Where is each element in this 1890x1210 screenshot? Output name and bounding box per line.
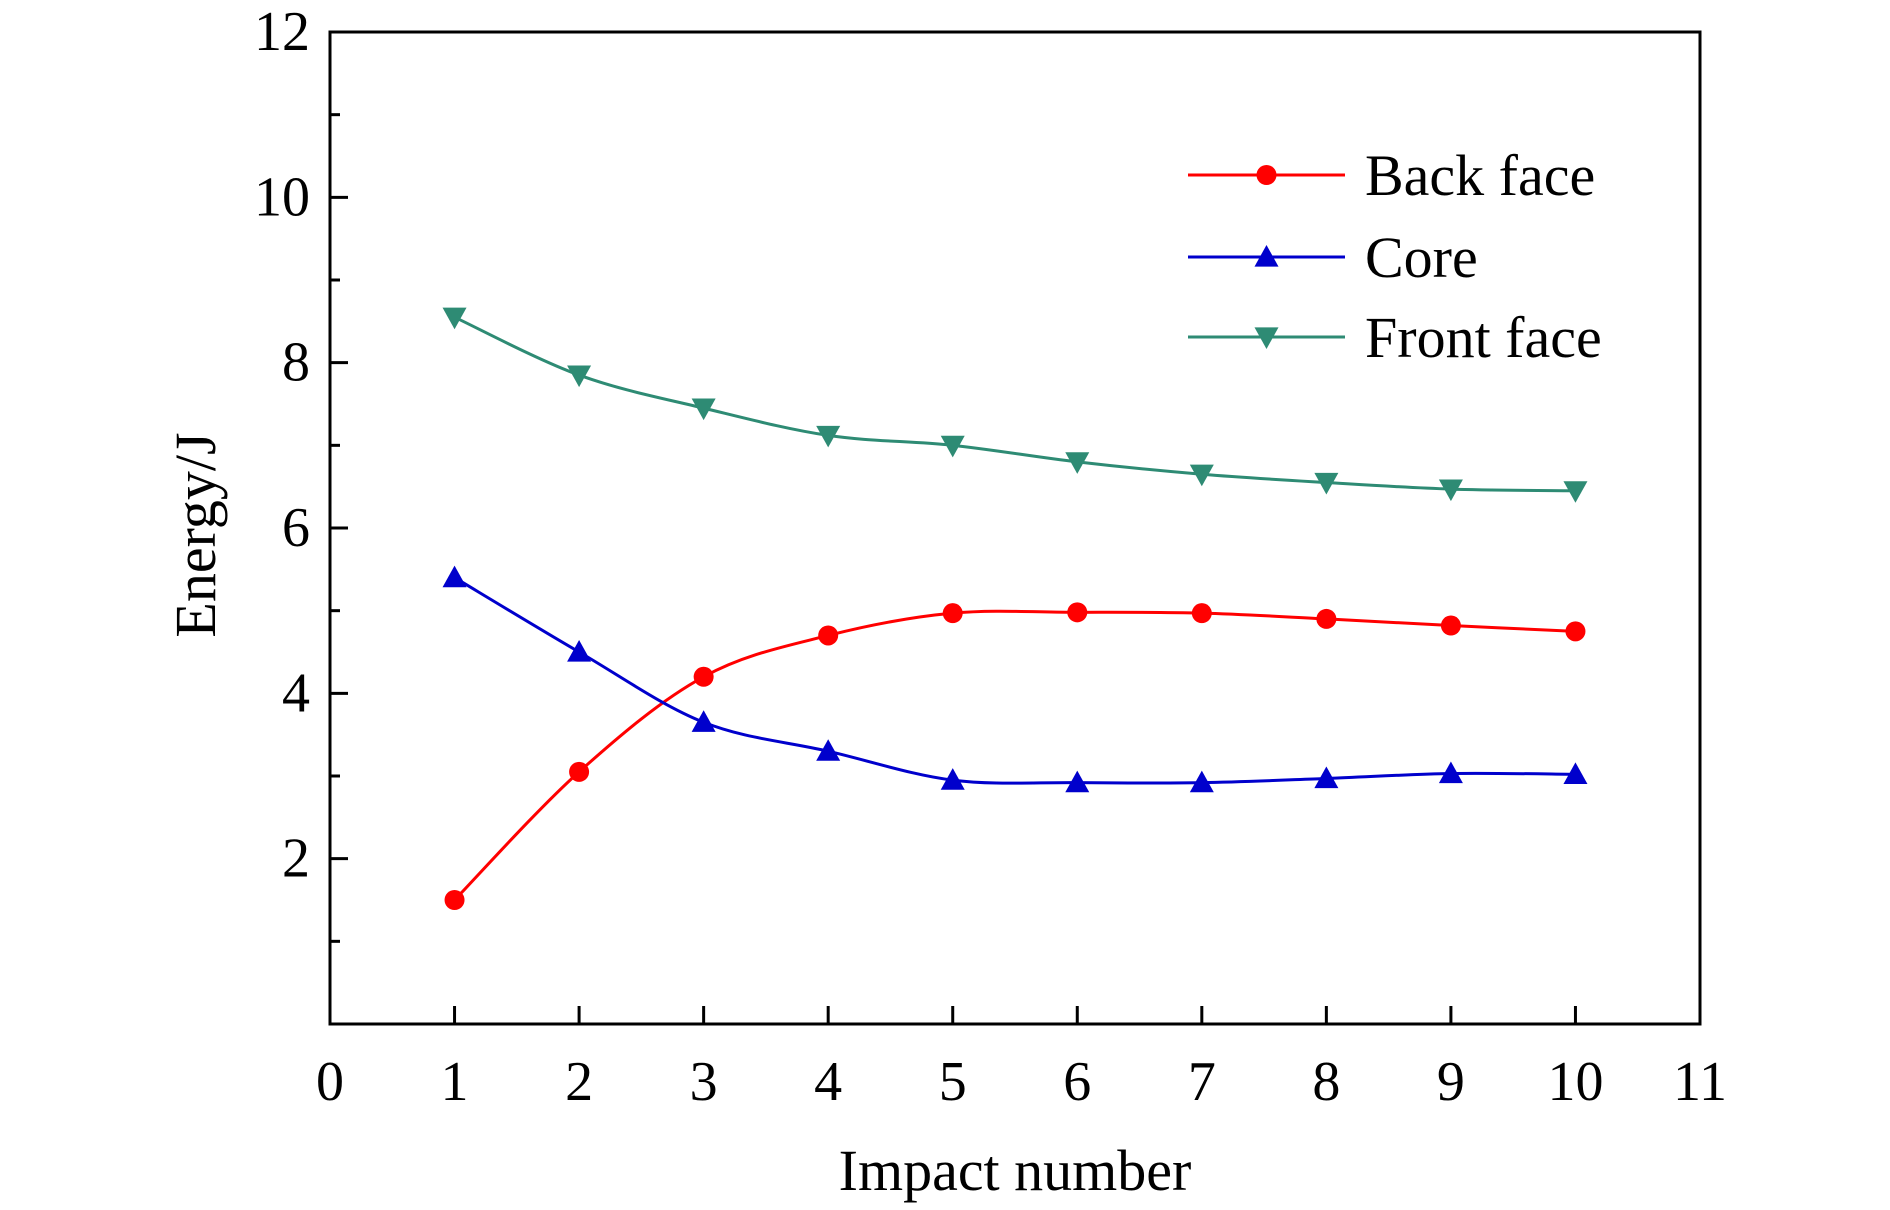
series-back-face (444, 602, 1586, 910)
data-point (1189, 464, 1214, 487)
data-point (1314, 766, 1339, 789)
series-line (453, 315, 1576, 493)
data-point (1563, 762, 1588, 784)
y-axis-ticks: 2 4 6 8 10 12 (254, 1, 348, 943)
x-tick-label: 7 (1188, 1051, 1216, 1113)
data-point (567, 365, 592, 388)
data-point (567, 640, 592, 662)
data-point (816, 425, 841, 448)
data-point (1065, 452, 1090, 474)
data-point (942, 603, 963, 624)
data-point (816, 739, 841, 761)
data-point (1438, 761, 1463, 784)
data-point (693, 666, 714, 687)
data-point (691, 710, 716, 732)
series-line (453, 576, 1576, 785)
legend-item: Back face (1188, 143, 1595, 208)
data-point (1440, 615, 1461, 636)
y-tick-label: 4 (282, 662, 310, 724)
x-tick-label: 10 (1547, 1051, 1603, 1113)
data-point (1565, 621, 1586, 642)
x-axis-ticks: 0 1 2 3 4 5 6 7 8 9 10 11 (316, 1006, 1727, 1113)
legend-label: Front face (1365, 305, 1602, 370)
legend-label: Core (1365, 225, 1478, 290)
data-point (442, 307, 467, 330)
data-point (940, 435, 965, 458)
series-core (442, 565, 1588, 793)
x-tick-label: 5 (939, 1051, 967, 1113)
data-point (1067, 602, 1088, 623)
x-tick-label: 6 (1063, 1051, 1091, 1113)
data-point (442, 565, 467, 588)
series-line (453, 609, 1576, 902)
y-tick-label: 10 (254, 166, 310, 228)
x-tick-label: 9 (1437, 1051, 1465, 1113)
data-point (691, 398, 716, 421)
x-tick-label: 4 (814, 1051, 842, 1113)
x-tick-label: 0 (316, 1051, 344, 1113)
y-tick-label: 8 (282, 332, 310, 394)
x-tick-label: 8 (1312, 1051, 1340, 1113)
y-axis-title: Energy/J (163, 432, 228, 637)
x-tick-label: 2 (565, 1051, 593, 1113)
legend-marker (1254, 327, 1279, 349)
y-tick-label: 12 (254, 1, 310, 63)
series-front-face (442, 307, 1588, 503)
series-layer (442, 307, 1588, 910)
data-point (1314, 472, 1339, 495)
legend-marker (1256, 165, 1277, 185)
data-point (444, 890, 465, 910)
y-tick-label: 2 (282, 828, 310, 890)
x-tick-label: 11 (1673, 1051, 1727, 1113)
data-point (1191, 603, 1212, 624)
data-point (940, 768, 965, 790)
x-tick-label: 1 (441, 1051, 469, 1113)
data-point (1563, 481, 1588, 503)
data-point (1316, 608, 1337, 629)
legend-marker (1254, 245, 1279, 267)
data-point (569, 761, 590, 782)
legend-item: Front face (1188, 305, 1602, 370)
data-point (818, 625, 839, 646)
x-axis-title: Impact number (839, 1138, 1192, 1203)
legend-label: Back face (1365, 143, 1595, 208)
legend-item: Core (1188, 225, 1478, 290)
data-point (1438, 479, 1463, 502)
legend: Back face Core Front face (1188, 143, 1602, 370)
x-tick-label: 3 (690, 1051, 718, 1113)
data-point (1065, 770, 1090, 793)
y-tick-label: 6 (282, 497, 310, 559)
data-point (1189, 770, 1214, 793)
